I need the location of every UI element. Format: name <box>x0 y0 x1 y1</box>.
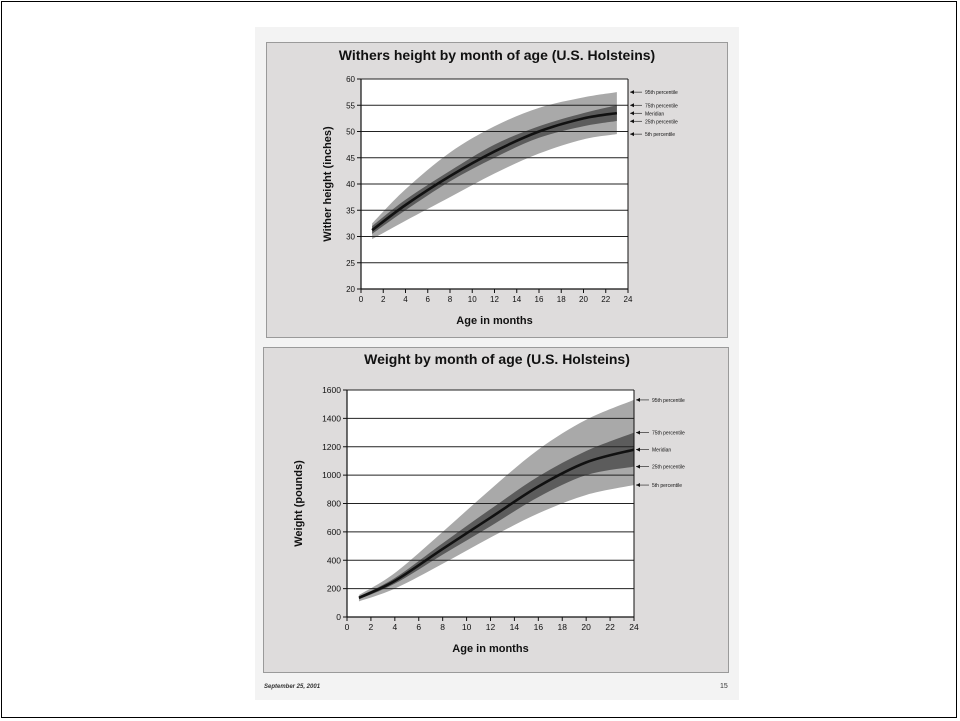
height-x-tick-label: 4 <box>403 295 408 304</box>
height-annotation-3: 25th percentile <box>645 119 678 125</box>
weight-x-tick-label: 12 <box>486 622 496 632</box>
weight-x-tick-label: 20 <box>581 622 591 632</box>
weight-y-axis-label: Weight (pounds) <box>293 460 305 547</box>
height-annotation-4: 5th percentile <box>645 132 675 138</box>
height-y-tick-label: 60 <box>346 75 355 84</box>
weight-y-tick-label: 1400 <box>322 413 341 423</box>
height-annotation-0: 95th percentile <box>645 90 678 96</box>
height-arrowhead <box>630 90 634 95</box>
weight-annotation-2: Meridian <box>652 448 671 454</box>
height-y-tick-label: 45 <box>346 154 355 163</box>
height-y-tick-label: 30 <box>346 233 355 242</box>
footer-page-number: 15 <box>720 683 728 690</box>
height-y-tick-label: 35 <box>346 206 355 215</box>
height-x-tick-label: 0 <box>359 295 364 304</box>
weight-y-tick-label: 0 <box>336 612 341 622</box>
weight-arrowhead <box>636 483 640 488</box>
height-y-tick-label: 40 <box>346 180 355 189</box>
weight-y-tick-label: 600 <box>327 527 341 537</box>
weight-x-tick-label: 10 <box>462 622 472 632</box>
weight-x-tick-label: 22 <box>605 622 615 632</box>
weight-arrowhead <box>636 397 640 402</box>
weight-y-tick-label: 200 <box>327 584 341 594</box>
weight-y-tick-label: 800 <box>327 499 341 509</box>
weight-x-tick-label: 18 <box>558 622 568 632</box>
height-x-tick-label: 22 <box>601 295 610 304</box>
footer-date: September 25, 2001 <box>264 684 321 690</box>
height-x-tick-label: 16 <box>535 295 544 304</box>
height-x-tick-label: 10 <box>468 295 477 304</box>
height-y-tick-label: 50 <box>346 128 355 137</box>
height-x-tick-label: 24 <box>624 295 633 304</box>
weight-chart-title: Weight by month of age (U.S. Holsteins) <box>364 351 630 367</box>
weight-y-tick-label: 1000 <box>322 470 341 480</box>
height-y-tick-label: 25 <box>346 259 355 268</box>
weight-x-tick-label: 8 <box>440 622 445 632</box>
weight-x-axis-label: Age in months <box>452 643 528 655</box>
weight-arrowhead <box>636 430 640 435</box>
weight-annotation-0: 95th percentile <box>652 398 685 404</box>
weight-annotation-3: 25th percentile <box>652 465 685 471</box>
height-x-tick-label: 8 <box>448 295 453 304</box>
height-y-tick-label: 20 <box>346 285 355 294</box>
height-annotation-2: Meridian <box>645 111 664 117</box>
weight-meridian-line <box>358 448 635 600</box>
weight-x-tick-label: 4 <box>392 622 397 632</box>
height-chart-title: Withers height by month of age (U.S. Hol… <box>339 47 655 63</box>
height-x-tick-label: 12 <box>490 295 499 304</box>
weight-band-5-95 <box>358 399 634 602</box>
weight-annotation-4: 5th percentile <box>652 483 682 489</box>
height-arrowhead <box>630 132 634 137</box>
weight-x-tick-label: 0 <box>345 622 350 632</box>
height-x-tick-label: 18 <box>557 295 566 304</box>
height-arrowhead <box>630 119 634 124</box>
height-band-25-75 <box>372 105 617 234</box>
height-arrowhead <box>630 103 634 108</box>
weight-x-tick-label: 2 <box>369 622 374 632</box>
height-annotation-1: 75th percentile <box>645 103 678 109</box>
height-x-axis-label: Age in months <box>456 315 532 327</box>
weight-x-tick-label: 6 <box>416 622 421 632</box>
weight-arrowhead <box>636 447 640 452</box>
weight-x-tick-label: 16 <box>534 622 544 632</box>
weight-y-tick-label: 1600 <box>322 385 341 395</box>
height-x-tick-label: 20 <box>579 295 588 304</box>
height-arrowhead <box>630 111 634 116</box>
weight-y-tick-label: 400 <box>327 555 341 565</box>
weight-annotation-1: 75th percentile <box>652 431 685 437</box>
weight-x-tick-label: 24 <box>629 622 639 632</box>
weight-arrowhead <box>636 464 640 469</box>
weight-y-tick-label: 1200 <box>322 442 341 452</box>
height-x-tick-label: 6 <box>426 295 431 304</box>
height-y-axis-label: Wither height (inches) <box>322 126 334 242</box>
height-meridian-line <box>371 111 618 232</box>
height-x-tick-label: 2 <box>381 295 386 304</box>
height-x-tick-label: 14 <box>512 295 521 304</box>
weight-x-tick-label: 14 <box>510 622 520 632</box>
height-y-tick-label: 55 <box>346 101 355 110</box>
